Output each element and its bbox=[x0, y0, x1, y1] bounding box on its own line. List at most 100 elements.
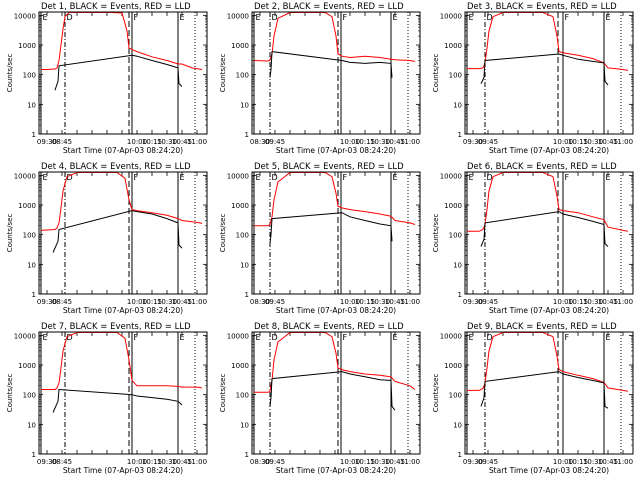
y-tick-label: 10000 bbox=[227, 12, 249, 20]
x-tick-label: 08:45 bbox=[52, 138, 72, 146]
marker-label: F bbox=[134, 13, 139, 22]
y-axis-label: Counts/sec bbox=[6, 374, 14, 413]
x-tick-label: 11:00 bbox=[400, 458, 420, 466]
x-axis-label: Start Time (07-Apr-03 08:24:20) bbox=[276, 146, 396, 155]
x-tick-label: 11:00 bbox=[613, 298, 633, 306]
x-tick-label: 10:15 bbox=[568, 458, 588, 466]
x-tick-label: 10:15 bbox=[355, 138, 375, 146]
panel-title: Det 4, BLACK = Events, RED = LLD bbox=[41, 162, 191, 172]
marker-label: D bbox=[487, 173, 493, 182]
y-tick-label: 10000 bbox=[14, 12, 36, 20]
y-tick-label: 100 bbox=[236, 72, 249, 80]
y-tick-label: 1 bbox=[32, 451, 36, 459]
panel-title: Det 8, BLACK = Events, RED = LLD bbox=[254, 322, 404, 332]
axes-frame bbox=[464, 171, 634, 295]
axes-frame bbox=[464, 11, 634, 135]
x-tick-label: 09:30 bbox=[37, 458, 57, 466]
y-tick-label: 100 bbox=[449, 392, 462, 400]
y-tick-label: 1000 bbox=[444, 362, 462, 370]
x-tick-label: 10:00 bbox=[340, 458, 360, 466]
y-tick-label: 10000 bbox=[440, 12, 462, 20]
y-axis-label: Counts/sec bbox=[6, 54, 14, 93]
marker-label: D bbox=[67, 173, 73, 182]
x-tick-label: 10:45 bbox=[385, 298, 405, 306]
y-axis-label: Counts/sec bbox=[432, 374, 440, 413]
y-tick-label: 100 bbox=[23, 392, 36, 400]
x-axis-label: Start Time (07-Apr-03 08:24:20) bbox=[489, 306, 609, 315]
y-tick-label: 100 bbox=[23, 232, 36, 240]
axes-frame bbox=[38, 11, 208, 135]
y-tick-label: 10 bbox=[240, 261, 249, 269]
y-tick-label: 1000 bbox=[231, 362, 249, 370]
x-tick-label: 10:00 bbox=[127, 458, 147, 466]
x-tick-label: 08:45 bbox=[52, 298, 72, 306]
lld-series-line bbox=[254, 172, 416, 227]
detector-panel-6: Det 6, BLACK = Events, RED = LLD 1 10 100 10… bbox=[432, 162, 634, 315]
marker-label: F bbox=[565, 13, 570, 22]
y-tick-label: 10000 bbox=[227, 332, 249, 340]
y-tick-label: 1000 bbox=[231, 42, 249, 50]
y-tick-label: 10000 bbox=[227, 172, 249, 180]
x-tick-label: 10:30 bbox=[370, 298, 390, 306]
y-tick-label: 10 bbox=[453, 421, 462, 429]
detector-panel-1: Det 1, BLACK = Events, RED = LLD 1 10 100 10… bbox=[6, 2, 208, 155]
x-tick-label: 10:15 bbox=[142, 138, 162, 146]
x-tick-label: 10:00 bbox=[553, 298, 573, 306]
y-tick-label: 100 bbox=[449, 232, 462, 240]
panel-title: Det 6, BLACK = Events, RED = LLD bbox=[467, 162, 617, 172]
x-tick-label: 10:00 bbox=[553, 458, 573, 466]
events-series-line bbox=[480, 371, 609, 409]
marker-label: E bbox=[256, 333, 261, 342]
x-tick-label: 10:15 bbox=[568, 138, 588, 146]
y-tick-label: 100 bbox=[236, 232, 249, 240]
events-series-line bbox=[52, 388, 183, 413]
axes-frame bbox=[38, 171, 208, 295]
x-tick-label: 09:30 bbox=[463, 298, 483, 306]
marker-label: F bbox=[343, 173, 348, 182]
x-axis-label: Start Time (07-Apr-03 08:24:20) bbox=[63, 466, 183, 475]
x-tick-label: 10:30 bbox=[583, 298, 603, 306]
x-tick-label: 09:30 bbox=[37, 138, 57, 146]
y-axis-label: Counts/sec bbox=[6, 214, 14, 253]
y-tick-label: 1 bbox=[245, 291, 249, 299]
x-tick-label: 10:45 bbox=[598, 138, 618, 146]
events-series-line bbox=[54, 54, 183, 91]
y-tick-label: 10 bbox=[27, 261, 36, 269]
y-tick-label: 10 bbox=[453, 261, 462, 269]
marker-label: E bbox=[256, 173, 261, 182]
y-tick-label: 1000 bbox=[444, 42, 462, 50]
x-tick-label: 10:45 bbox=[172, 298, 192, 306]
panel-title: Det 2, BLACK = Events, RED = LLD bbox=[254, 2, 404, 12]
x-tick-label: 09:45 bbox=[478, 458, 498, 466]
detector-panel-4: Det 4, BLACK = Events, RED = LLD 1 10 100 10… bbox=[6, 162, 208, 315]
x-tick-label: 10:15 bbox=[355, 298, 375, 306]
x-tick-label: 10:30 bbox=[583, 138, 603, 146]
marker-label: D bbox=[67, 333, 73, 342]
y-tick-label: 1000 bbox=[231, 202, 249, 210]
marker-label: E bbox=[180, 13, 185, 22]
y-axis-label: Counts/sec bbox=[432, 214, 440, 253]
marker-label: E bbox=[606, 173, 611, 182]
x-tick-label: 10:00 bbox=[127, 138, 147, 146]
y-axis-label: Counts/sec bbox=[219, 54, 227, 93]
axes-frame bbox=[38, 331, 208, 455]
x-tick-label: 10:45 bbox=[385, 458, 405, 466]
y-tick-label: 100 bbox=[23, 72, 36, 80]
marker-label: E bbox=[393, 13, 398, 22]
y-tick-label: 10000 bbox=[14, 332, 36, 340]
x-axis-label: Start Time (07-Apr-03 08:24:20) bbox=[276, 466, 396, 475]
x-tick-label: 09:30 bbox=[463, 458, 483, 466]
marker-label: E bbox=[256, 13, 261, 22]
axes-frame bbox=[251, 331, 421, 455]
panel-title: Det 5, BLACK = Events, RED = LLD bbox=[254, 162, 404, 172]
x-tick-label: 10:45 bbox=[598, 458, 618, 466]
x-tick-label: 11:00 bbox=[187, 138, 207, 146]
marker-label: E bbox=[180, 333, 185, 342]
lld-series-line bbox=[467, 172, 629, 232]
lld-series-line bbox=[254, 332, 416, 393]
y-tick-label: 10 bbox=[27, 101, 36, 109]
x-tick-label: 11:00 bbox=[400, 138, 420, 146]
marker-label: E bbox=[393, 173, 398, 182]
x-axis-label: Start Time (07-Apr-03 08:24:20) bbox=[63, 146, 183, 155]
